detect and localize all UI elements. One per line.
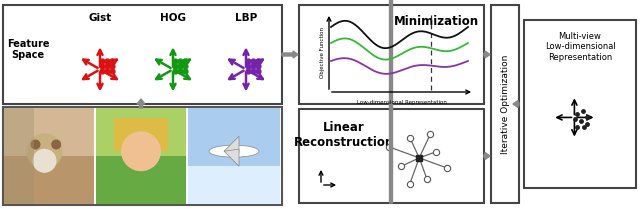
FancyArrow shape bbox=[513, 101, 519, 107]
Circle shape bbox=[121, 131, 161, 171]
Bar bbox=[524, 20, 636, 188]
Text: LBP: LBP bbox=[235, 13, 257, 23]
Circle shape bbox=[31, 139, 40, 149]
Polygon shape bbox=[224, 149, 239, 166]
Text: Feature
Space: Feature Space bbox=[7, 39, 49, 60]
Bar bbox=[114, 118, 168, 151]
Bar bbox=[491, 5, 519, 203]
Polygon shape bbox=[224, 136, 239, 153]
FancyArrow shape bbox=[137, 99, 145, 108]
Bar bbox=[299, 109, 484, 203]
Bar bbox=[188, 166, 280, 204]
Bar bbox=[96, 108, 186, 156]
FancyArrow shape bbox=[387, 0, 395, 203]
Text: Iterative Optimization: Iterative Optimization bbox=[500, 54, 509, 154]
Bar bbox=[4, 108, 94, 156]
Bar bbox=[188, 108, 280, 204]
Text: HOG: HOG bbox=[160, 13, 186, 23]
FancyArrow shape bbox=[484, 153, 490, 159]
Text: Objective Function: Objective Function bbox=[320, 27, 325, 78]
Circle shape bbox=[51, 139, 61, 149]
Text: Multi-view
Low-dimensional
Representation: Multi-view Low-dimensional Representatio… bbox=[545, 32, 616, 62]
Bar bbox=[4, 156, 94, 204]
FancyArrow shape bbox=[484, 51, 490, 58]
Bar bbox=[299, 5, 484, 104]
Bar bbox=[96, 156, 186, 204]
Text: Low-dimensional Representation: Low-dimensional Representation bbox=[356, 100, 447, 105]
Bar bbox=[188, 108, 280, 204]
Bar bbox=[3, 5, 282, 104]
Bar bbox=[96, 108, 186, 204]
Bar bbox=[3, 107, 282, 205]
Bar bbox=[4, 108, 94, 204]
Text: Gist: Gist bbox=[88, 13, 111, 23]
Ellipse shape bbox=[209, 145, 259, 157]
Text: Linear
Reconstruction: Linear Reconstruction bbox=[294, 121, 394, 149]
Bar bbox=[4, 108, 34, 204]
Text: Minimization: Minimization bbox=[394, 15, 479, 28]
Circle shape bbox=[33, 149, 56, 173]
FancyArrow shape bbox=[282, 51, 298, 58]
Circle shape bbox=[26, 133, 63, 169]
